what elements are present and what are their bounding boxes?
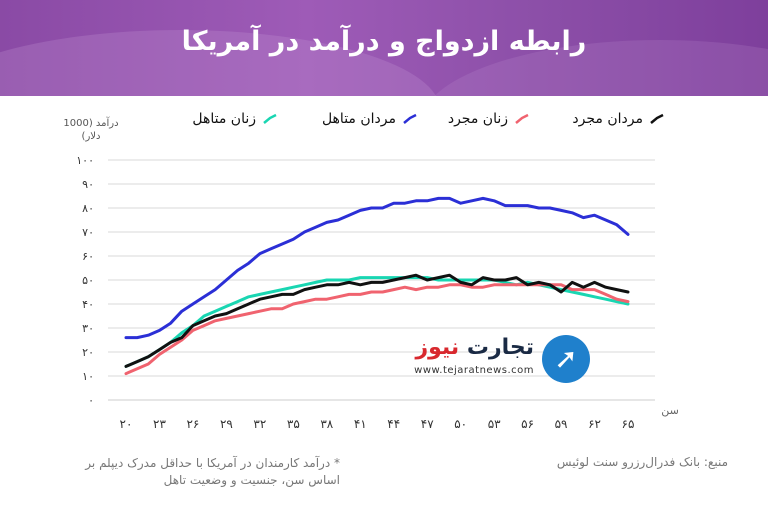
legend-item-single-women: زنان مجرد bbox=[448, 111, 530, 127]
series-line-2 bbox=[124, 196, 630, 340]
legend-item-married-men: مردان متاهل bbox=[322, 111, 418, 127]
y-tick-label: ۳۰ bbox=[82, 322, 94, 335]
y-tick-label: ۰ bbox=[88, 394, 94, 407]
y-axis-ticks: ۰ ۱۰ ۲۰ ۳۰ ۴۰ ۵۰ ۶۰ ۷۰ ۸۰ ۹۰ ۱۰۰ bbox=[76, 154, 94, 407]
brand-url: www.tejaratnews.com bbox=[414, 365, 534, 376]
legend-swatch bbox=[402, 113, 418, 125]
logo-arrow-icon: ➚ bbox=[542, 335, 590, 383]
legend-label: زنان متاهل bbox=[192, 111, 256, 127]
y-tick-label: ۴۰ bbox=[82, 298, 94, 311]
legend-swatch bbox=[262, 113, 278, 125]
legend-swatch bbox=[514, 113, 530, 125]
x-tick-label: ۵۶ bbox=[521, 417, 534, 431]
footnote: * درآمد کارمندان در آمریکا با حداقل مدرک… bbox=[85, 456, 340, 487]
x-tick-label: ۲۶ bbox=[186, 417, 199, 431]
legend-label: مردان مجرد bbox=[572, 111, 643, 127]
y-axis-title: درآمد (1000 دلار) bbox=[63, 118, 119, 142]
x-tick-label: ۲۰ bbox=[120, 417, 133, 431]
legend-item-single-men: مردان مجرد bbox=[572, 111, 665, 127]
x-tick-label: ۴۱ bbox=[354, 417, 367, 431]
y-tick-label: ۷۰ bbox=[82, 226, 94, 239]
x-tick-label: ۴۷ bbox=[421, 417, 434, 431]
page-title: رابطه ازدواج و درآمد در آمریکا bbox=[181, 26, 587, 57]
x-tick-label: ۲۳ bbox=[153, 417, 166, 431]
x-tick-label: ۲۹ bbox=[220, 417, 233, 431]
x-tick-label: ۶۵ bbox=[622, 417, 635, 431]
brand-name: تجارت نیوز bbox=[415, 335, 534, 360]
legend-item-married-women: زنان متاهل bbox=[192, 111, 278, 127]
series-line-0 bbox=[124, 273, 630, 368]
x-axis-ticks: ۲۰ ۲۳ ۲۶ ۲۹ ۳۲ ۳۵ ۳۸ ۴۱ ۴۴ ۴۷ ۵۰ ۵۳ ۵۶ ۵۹ ۶۲ ۶۵ bbox=[120, 417, 635, 431]
x-tick-label: ۳۸ bbox=[320, 417, 333, 431]
chart-legend: مردان مجرد زنان مجرد مردان متاهل زنان مت… bbox=[0, 111, 768, 135]
x-tick-label: ۶۲ bbox=[588, 417, 601, 431]
legend-swatch bbox=[649, 113, 665, 125]
brand-logo: ➚ تجارت نیوز www.tejaratnews.com bbox=[404, 333, 596, 387]
header-banner: رابطه ازدواج و درآمد در آمریکا bbox=[0, 0, 768, 96]
y-tick-label: ۱۰۰ bbox=[76, 154, 94, 167]
y-tick-label: ۸۰ bbox=[82, 202, 94, 215]
y-tick-label: ۶۰ bbox=[82, 250, 94, 263]
x-tick-label: ۵۰ bbox=[454, 417, 467, 431]
source-note: منبع: بانک فدرال‌رزرو سنت لوئیس bbox=[556, 455, 728, 469]
chart-series bbox=[124, 196, 630, 376]
y-tick-label: ۲۰ bbox=[82, 346, 94, 359]
legend-label: مردان متاهل bbox=[321, 111, 396, 127]
x-axis-title: سن bbox=[661, 404, 679, 417]
legend-label: زنان مجرد bbox=[447, 111, 508, 127]
y-tick-label: ۱۰ bbox=[82, 370, 94, 383]
x-tick-label: ۴۴ bbox=[387, 417, 400, 431]
x-tick-label: ۳۵ bbox=[287, 417, 300, 431]
y-tick-label: ۵۰ bbox=[82, 274, 94, 287]
y-tick-label: ۹۰ bbox=[82, 178, 94, 191]
x-tick-label: ۵۳ bbox=[488, 417, 501, 431]
x-tick-label: ۳۲ bbox=[253, 417, 266, 431]
x-tick-label: ۵۹ bbox=[555, 417, 568, 431]
